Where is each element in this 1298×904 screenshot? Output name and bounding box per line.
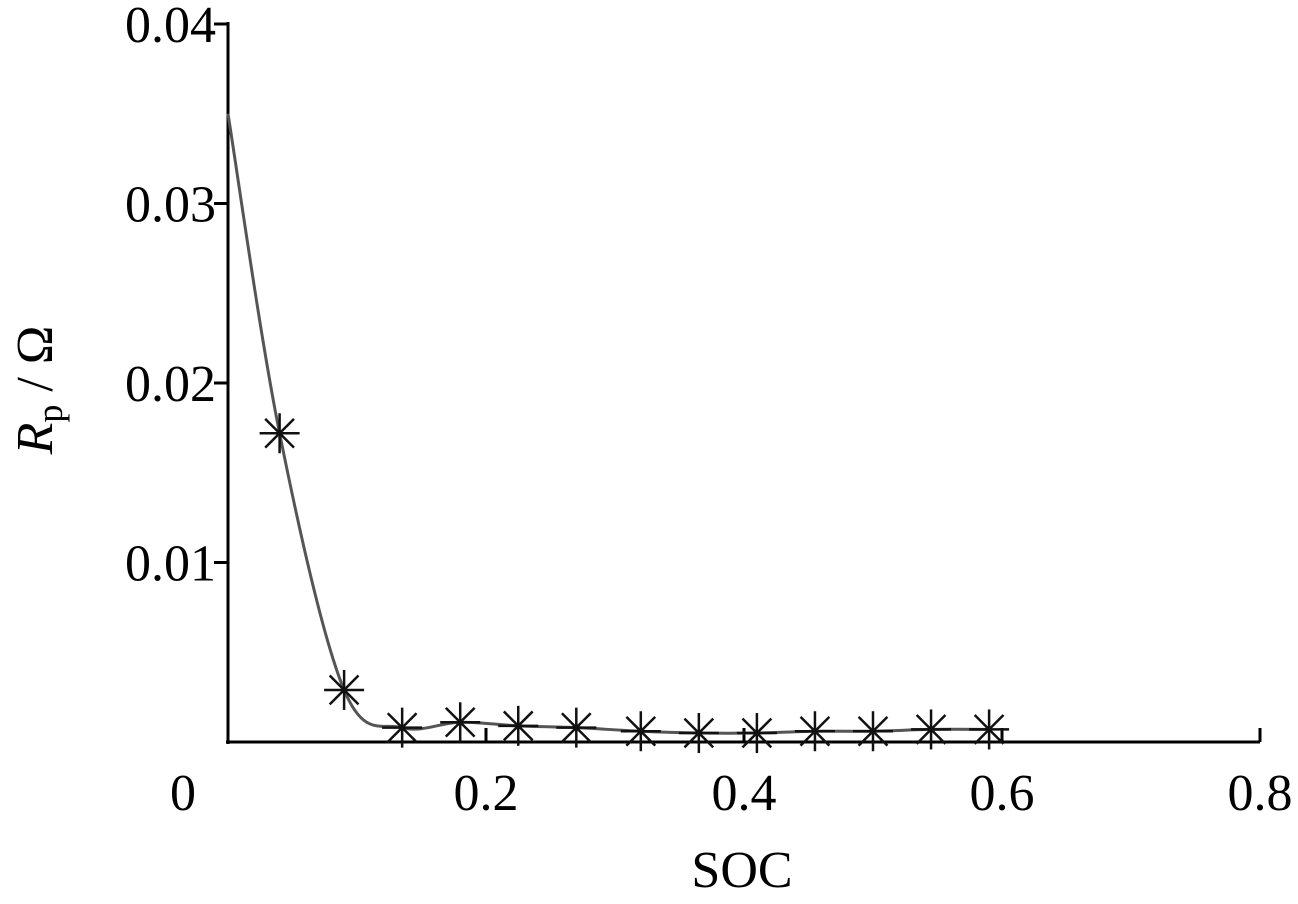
y-tick-label: 0.02 [125, 356, 216, 413]
y-axis-subscript: p [30, 405, 70, 423]
data-point-marker [969, 709, 1010, 750]
data-point-marker [382, 707, 423, 748]
x-tick-label: 0 [170, 765, 196, 822]
data-point-marker [498, 705, 539, 746]
data-point-marker [794, 711, 835, 752]
data-point-marker [324, 669, 365, 710]
data-point-marker [911, 709, 952, 750]
x-tick-label: 0.4 [712, 765, 777, 822]
data-point-marker [736, 713, 777, 754]
y-tick-label: 0.03 [125, 177, 216, 234]
x-tick-label: 0.6 [970, 765, 1035, 822]
tick-labels: 0.01 0.02 0.03 0.04 0 0.2 0.4 0.6 0.8 [125, 0, 1293, 822]
series-line [226, 113, 990, 735]
axes [226, 22, 1260, 744]
y-tick-label: 0.01 [125, 536, 216, 593]
x-tick-label: 0.2 [454, 765, 519, 822]
x-axis-title: SOC [691, 842, 792, 899]
series-layer [226, 113, 1010, 754]
y-axis-unit: / Ω [7, 326, 64, 405]
y-axis-symbol: R [7, 423, 64, 456]
data-point-marker [259, 413, 300, 454]
data-point-marker [556, 707, 597, 748]
data-point-marker [620, 711, 661, 752]
y-tick-label: 0.04 [125, 0, 216, 54]
x-tick-label: 0.8 [1228, 765, 1293, 822]
ticks [214, 22, 1262, 742]
y-axis-title: Rp / Ω [7, 326, 70, 456]
data-point-marker [853, 711, 893, 752]
data-point-marker [678, 713, 719, 754]
data-point-marker [440, 702, 481, 743]
